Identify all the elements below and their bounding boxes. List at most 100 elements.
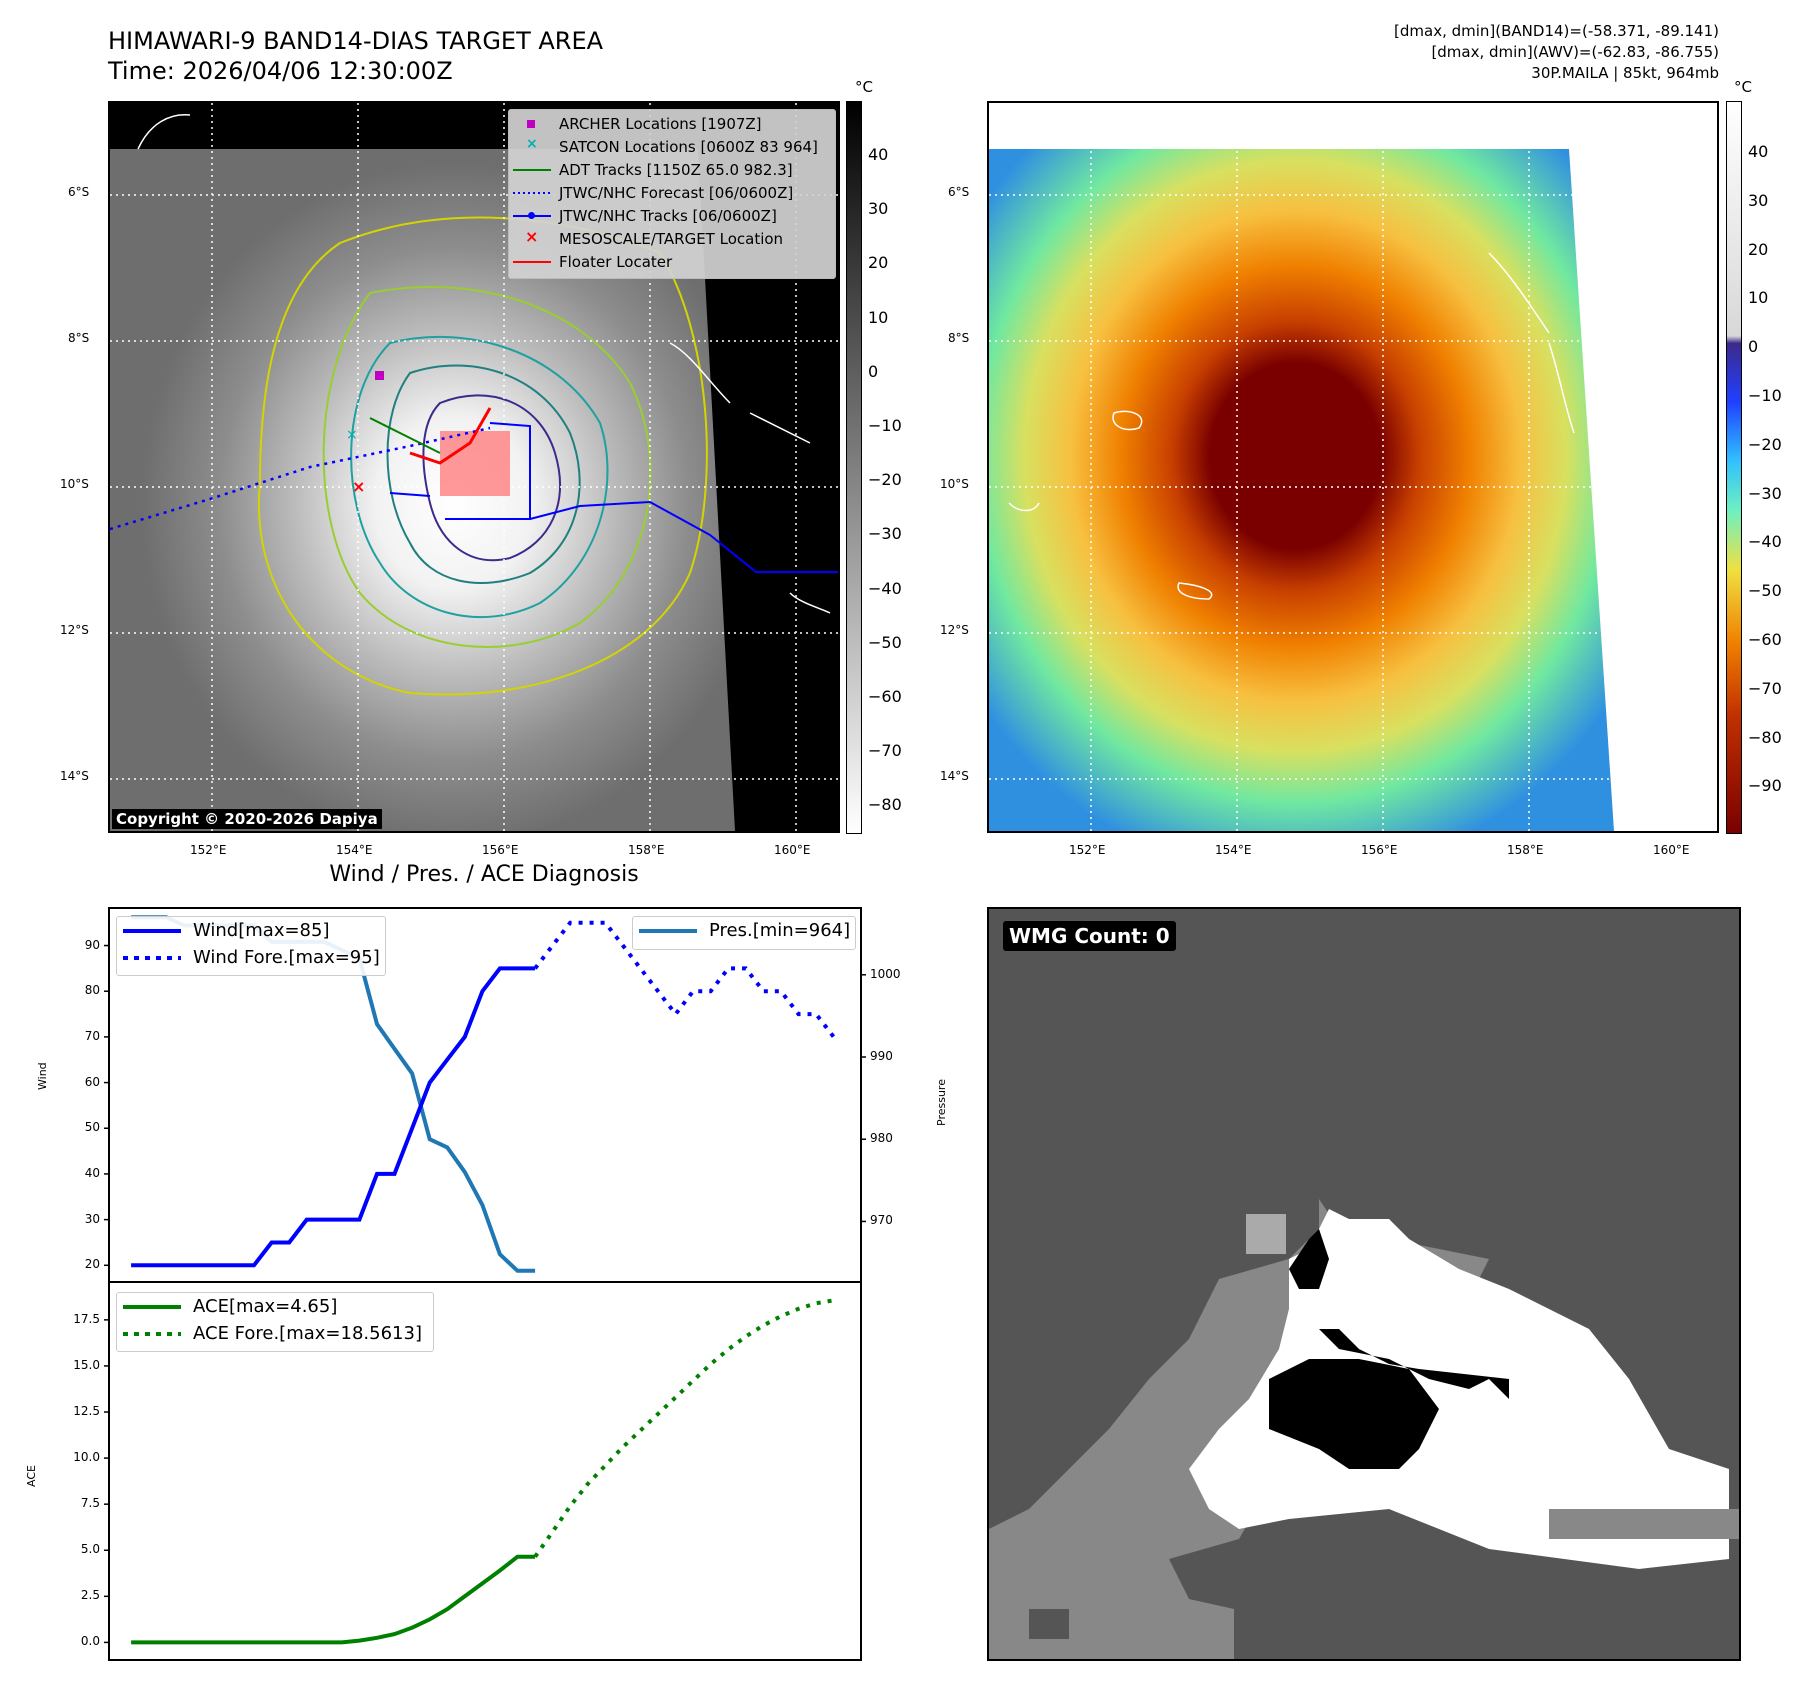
- lat-label: 8°S: [68, 331, 90, 345]
- colorbar-tick: −70: [1748, 678, 1782, 698]
- map-legend-label: Floater Locater: [559, 252, 673, 271]
- colorbar-tick: 20: [1748, 239, 1769, 259]
- map-legend-item: × MESOSCALE/TARGET Location: [509, 227, 835, 250]
- lon-label: 158°E: [1507, 843, 1544, 857]
- chart-time: Time: 2026/04/06 12:30:00Z: [108, 57, 453, 85]
- ace-line: [131, 1554, 536, 1645]
- colorbar-tick: −20: [868, 470, 902, 490]
- diagnosis-divider: [108, 1281, 862, 1283]
- axis-tick-label: 15.0: [73, 1357, 100, 1372]
- wmg-panel: WMG Count: 0: [987, 907, 1741, 1661]
- colorbar-tick: −30: [868, 524, 902, 544]
- legend-symbol: [513, 209, 551, 223]
- colorbar-tick: −50: [868, 632, 902, 652]
- map-legend: ARCHER Locations [1907Z] × SATCON Location…: [508, 109, 836, 279]
- ace-forecast-line: [533, 1298, 835, 1558]
- map-legend-label: JTWC/NHC Tracks [06/0600Z]: [559, 206, 777, 225]
- colorbar-tick: 0: [1748, 337, 1759, 357]
- ir-map-image: × ×: [110, 103, 838, 831]
- axis-tick-label: 12.5: [73, 1404, 100, 1419]
- diagnosis-frame: [108, 907, 862, 1661]
- lon-label: 154°E: [1215, 843, 1252, 857]
- colorbar-tick: 40: [868, 145, 889, 164]
- lon-label: 160°E: [1653, 843, 1690, 857]
- map-legend-item: × SATCON Locations [0600Z 83 964]: [509, 135, 835, 158]
- colorbar-tick: −30: [1748, 483, 1782, 503]
- lat-label: 6°S: [68, 185, 90, 199]
- colorbar-tick: −60: [1748, 630, 1782, 649]
- legend-symbol: [513, 186, 551, 200]
- wind-ylabel: Wind: [36, 1062, 49, 1090]
- colorbar-tick: −80: [868, 795, 902, 815]
- lon-label: 156°E: [1361, 843, 1398, 857]
- colorbar-tick: −50: [1748, 581, 1782, 601]
- ace-fore-legend-label: ACE Fore.[max=18.5613]: [193, 1323, 422, 1344]
- axis-tick-label: 90: [84, 937, 100, 952]
- colorbar-tick: −80: [1748, 727, 1782, 747]
- lat-label: 6°S: [948, 185, 970, 199]
- axis-tick-label: 980: [870, 1131, 893, 1146]
- ir-map-panel: × × ARCHER Locations [1907Z] × SATCON Loca…: [108, 101, 840, 833]
- axis-tick-label: 17.5: [73, 1311, 100, 1326]
- axis-tick-label: 40: [84, 1165, 100, 1180]
- awv-map-image: [989, 103, 1717, 831]
- pressure-legend: Pres.[min=964]: [632, 916, 856, 950]
- lon-label: 156°E: [482, 843, 519, 857]
- diagnosis-title: Wind / Pres. / ACE Diagnosis: [329, 862, 639, 887]
- legend-symbol: [513, 163, 551, 177]
- colorbar-tick: −10: [1748, 386, 1782, 405]
- legend-symbol: ×: [526, 135, 538, 152]
- wind-legend-label: Wind[max=85]: [193, 920, 330, 941]
- colorbar-tick: 20: [868, 253, 889, 273]
- lat-label: 14°S: [60, 769, 89, 783]
- colorbar-tick: 10: [868, 307, 889, 327]
- info-band14: [dmax, dmin](BAND14)=(-58.371, -89.141): [1394, 22, 1719, 40]
- wind-line: [131, 966, 536, 1268]
- colorbar-tick: 30: [1748, 190, 1769, 210]
- chart-title: HIMAWARI-9 BAND14-DIAS TARGET AREA: [108, 27, 604, 55]
- axis-tick-label: 30: [84, 1211, 100, 1226]
- lon-label: 152°E: [190, 843, 227, 857]
- colorbar-tick: −20: [1748, 434, 1782, 454]
- axis-tick-label: 7.5: [80, 1496, 100, 1511]
- map-legend-item: Floater Locater: [509, 250, 835, 273]
- wind-fore-legend-label: Wind Fore.[max=95]: [193, 947, 380, 968]
- colorbar-tick: −40: [868, 578, 902, 598]
- axis-tick-label: 990: [870, 1049, 893, 1063]
- lon-label: 158°E: [628, 843, 665, 857]
- map-legend-label: ARCHER Locations [1907Z]: [559, 114, 762, 133]
- colorbar-tick: −40: [1748, 532, 1782, 552]
- axis-tick-label: 2.5: [80, 1588, 100, 1603]
- axis-tick-label: 10.0: [73, 1450, 100, 1465]
- lat-label: 12°S: [60, 623, 89, 637]
- ace-legend: ACE[max=4.65] ACE Fore.[max=18.5613]: [116, 1292, 434, 1352]
- wind-legend: Wind[max=85] Wind Fore.[max=95]: [116, 916, 386, 976]
- wind-legend-line: [123, 928, 181, 933]
- map-legend-item: JTWC/NHC Tracks [06/0600Z]: [509, 204, 835, 227]
- lat-label: 14°S: [940, 769, 969, 783]
- legend-symbol: ×: [525, 226, 539, 246]
- wmg-count-label: WMG Count: 0: [1003, 921, 1176, 951]
- colorbar-right: [1726, 101, 1742, 834]
- colorbar-tick: 10: [1748, 288, 1769, 308]
- svg-text:×: ×: [352, 477, 365, 496]
- wind-forecast-line: [533, 920, 836, 1039]
- axis-tick-label: 0.0: [80, 1634, 100, 1649]
- axis-tick-label: 5.0: [80, 1542, 100, 1557]
- ace-legend-label: ACE[max=4.65]: [193, 1296, 338, 1317]
- legend-symbol: [513, 117, 551, 131]
- axis-tick-label: 70: [84, 1028, 100, 1043]
- pressure-ylabel: Pressure: [935, 1079, 948, 1126]
- colorbar-tick: −60: [868, 687, 902, 706]
- axis-tick-label: 60: [84, 1074, 100, 1089]
- axis-tick-label: 20: [84, 1257, 100, 1272]
- lat-label: 10°S: [60, 477, 89, 491]
- axis-tick-label: 970: [870, 1213, 893, 1228]
- ace-ylabel: ACE: [25, 1465, 38, 1487]
- info-storm: 30P.MAILA | 85kt, 964mb: [1531, 64, 1719, 82]
- map-legend-label: JTWC/NHC Forecast [06/0600Z]: [559, 183, 794, 202]
- axis-tick-label: 1000: [870, 966, 901, 981]
- colorbar-tick: −70: [868, 741, 902, 761]
- colorbar-tick: 0: [868, 361, 879, 381]
- colorbar-left: [846, 101, 862, 834]
